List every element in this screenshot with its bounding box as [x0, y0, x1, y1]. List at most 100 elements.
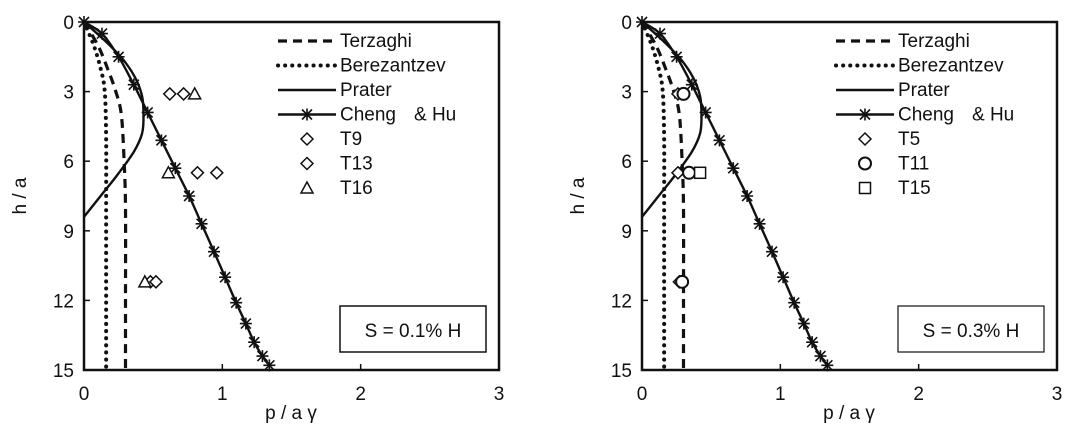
x-tick-label: 0 [637, 384, 648, 405]
data-point [209, 165, 224, 180]
data-point [713, 134, 726, 147]
series-t9 [143, 86, 205, 289]
legend-label: T13 [340, 154, 373, 175]
data-point [676, 86, 691, 101]
legend-item-berezantzev: Berezantzev [276, 56, 446, 77]
series-line [82, 20, 109, 372]
x-tick-label: 3 [494, 384, 505, 405]
series-line [83, 20, 271, 367]
legend-item-t9: T9 [299, 129, 362, 150]
legend-label: Prater [898, 80, 950, 101]
data-point [169, 162, 182, 175]
data-point [263, 359, 276, 372]
legend-swatch [299, 131, 315, 147]
data-point [112, 50, 125, 63]
data-point [148, 274, 163, 289]
data-point [195, 217, 208, 230]
series-line [640, 20, 667, 372]
y-tick-label: 0 [63, 13, 74, 34]
legend-label-suffix: & Hu [414, 105, 456, 126]
y-tick-label: 3 [63, 83, 74, 104]
legend: Terzaghi Berezantzev Prater Cheng & Hu T5 T11 T… [834, 31, 1014, 199]
data-point [190, 165, 205, 180]
data-point [176, 86, 191, 101]
legend-item-terzaghi: Terzaghi [278, 31, 412, 52]
annotation-label: S = 0.1% H [365, 321, 462, 342]
data-point [127, 78, 140, 91]
series-berezantzev [82, 20, 109, 372]
data-point [187, 86, 202, 100]
data-point [208, 245, 221, 258]
data-point [141, 106, 154, 119]
data-point [821, 359, 834, 372]
data-point [670, 50, 683, 63]
y-tick-label: 3 [621, 83, 632, 104]
legend-item-berezantzev: Berezantzev [834, 56, 1004, 77]
series-terzaghi [82, 21, 128, 370]
legend-item-t15: T15 [858, 178, 931, 199]
x-tick-label: 1 [775, 384, 786, 405]
legend-item-t5: T5 [857, 129, 920, 150]
data-point [806, 336, 819, 349]
series-t11 [675, 86, 697, 289]
y-tick-label: 12 [611, 291, 632, 312]
y-ticks: 0 3 6 9 12 15 [611, 13, 648, 382]
series-t16 [137, 86, 202, 288]
data-point [753, 217, 766, 230]
data-point [685, 78, 698, 91]
data-point [248, 336, 261, 349]
data-point [675, 274, 690, 289]
data-point [239, 317, 252, 330]
legend-item-prater: Prater [836, 80, 950, 101]
legend-label: Cheng [898, 105, 954, 126]
legend-label: Prater [340, 80, 392, 101]
legend-label: T16 [340, 178, 373, 199]
y-tick-label: 9 [621, 222, 632, 243]
data-point [155, 134, 168, 147]
series-t13 [148, 165, 224, 289]
annotation-box [897, 305, 1045, 353]
legend-label: Cheng [340, 105, 396, 126]
x-axis-title: p / a γ [823, 403, 875, 424]
y-tick-label: 15 [53, 361, 74, 382]
legend-item-cheng: Cheng & Hu [278, 105, 456, 126]
x-axis-title: p / a γ [265, 403, 317, 424]
legend-label: Terzaghi [898, 31, 970, 52]
data-point [183, 190, 196, 202]
y-axis-title: h / a [568, 177, 589, 214]
data-point [162, 86, 177, 101]
x-ticks: 0 1 2 3 [637, 364, 1063, 405]
series-cheng [78, 16, 276, 372]
legend-label-suffix: & Hu [972, 105, 1014, 126]
y-axis-title: h / a [10, 177, 31, 214]
legend-item-prater: Prater [278, 80, 392, 101]
legend-label: T15 [898, 178, 931, 199]
x-tick-label: 0 [79, 384, 90, 405]
legend-swatch-marker [301, 108, 313, 121]
legend-swatch-marker [859, 108, 871, 121]
legend-item-cheng: Cheng & Hu [836, 105, 1014, 126]
data-area [78, 16, 276, 372]
data-point [161, 165, 176, 179]
y-tick-label: 9 [63, 222, 74, 243]
data-point [653, 27, 666, 40]
x-tick-label: 3 [1052, 384, 1063, 405]
plot-frame [82, 20, 501, 372]
data-point [693, 166, 707, 180]
data-point [682, 165, 697, 180]
legend-label: Terzaghi [340, 31, 412, 52]
y-tick-label: 15 [611, 361, 632, 382]
data-point [670, 165, 686, 180]
legend-label: T11 [898, 154, 929, 175]
x-tick-label: 1 [217, 384, 228, 405]
data-area [636, 16, 834, 372]
data-point [797, 317, 810, 330]
data-point [814, 350, 827, 363]
legend-item-t13: T13 [299, 154, 373, 175]
x-tick-label: 2 [913, 384, 924, 405]
data-point [788, 296, 801, 309]
data-point [727, 162, 740, 175]
legend-item-t11: T11 [858, 154, 929, 175]
